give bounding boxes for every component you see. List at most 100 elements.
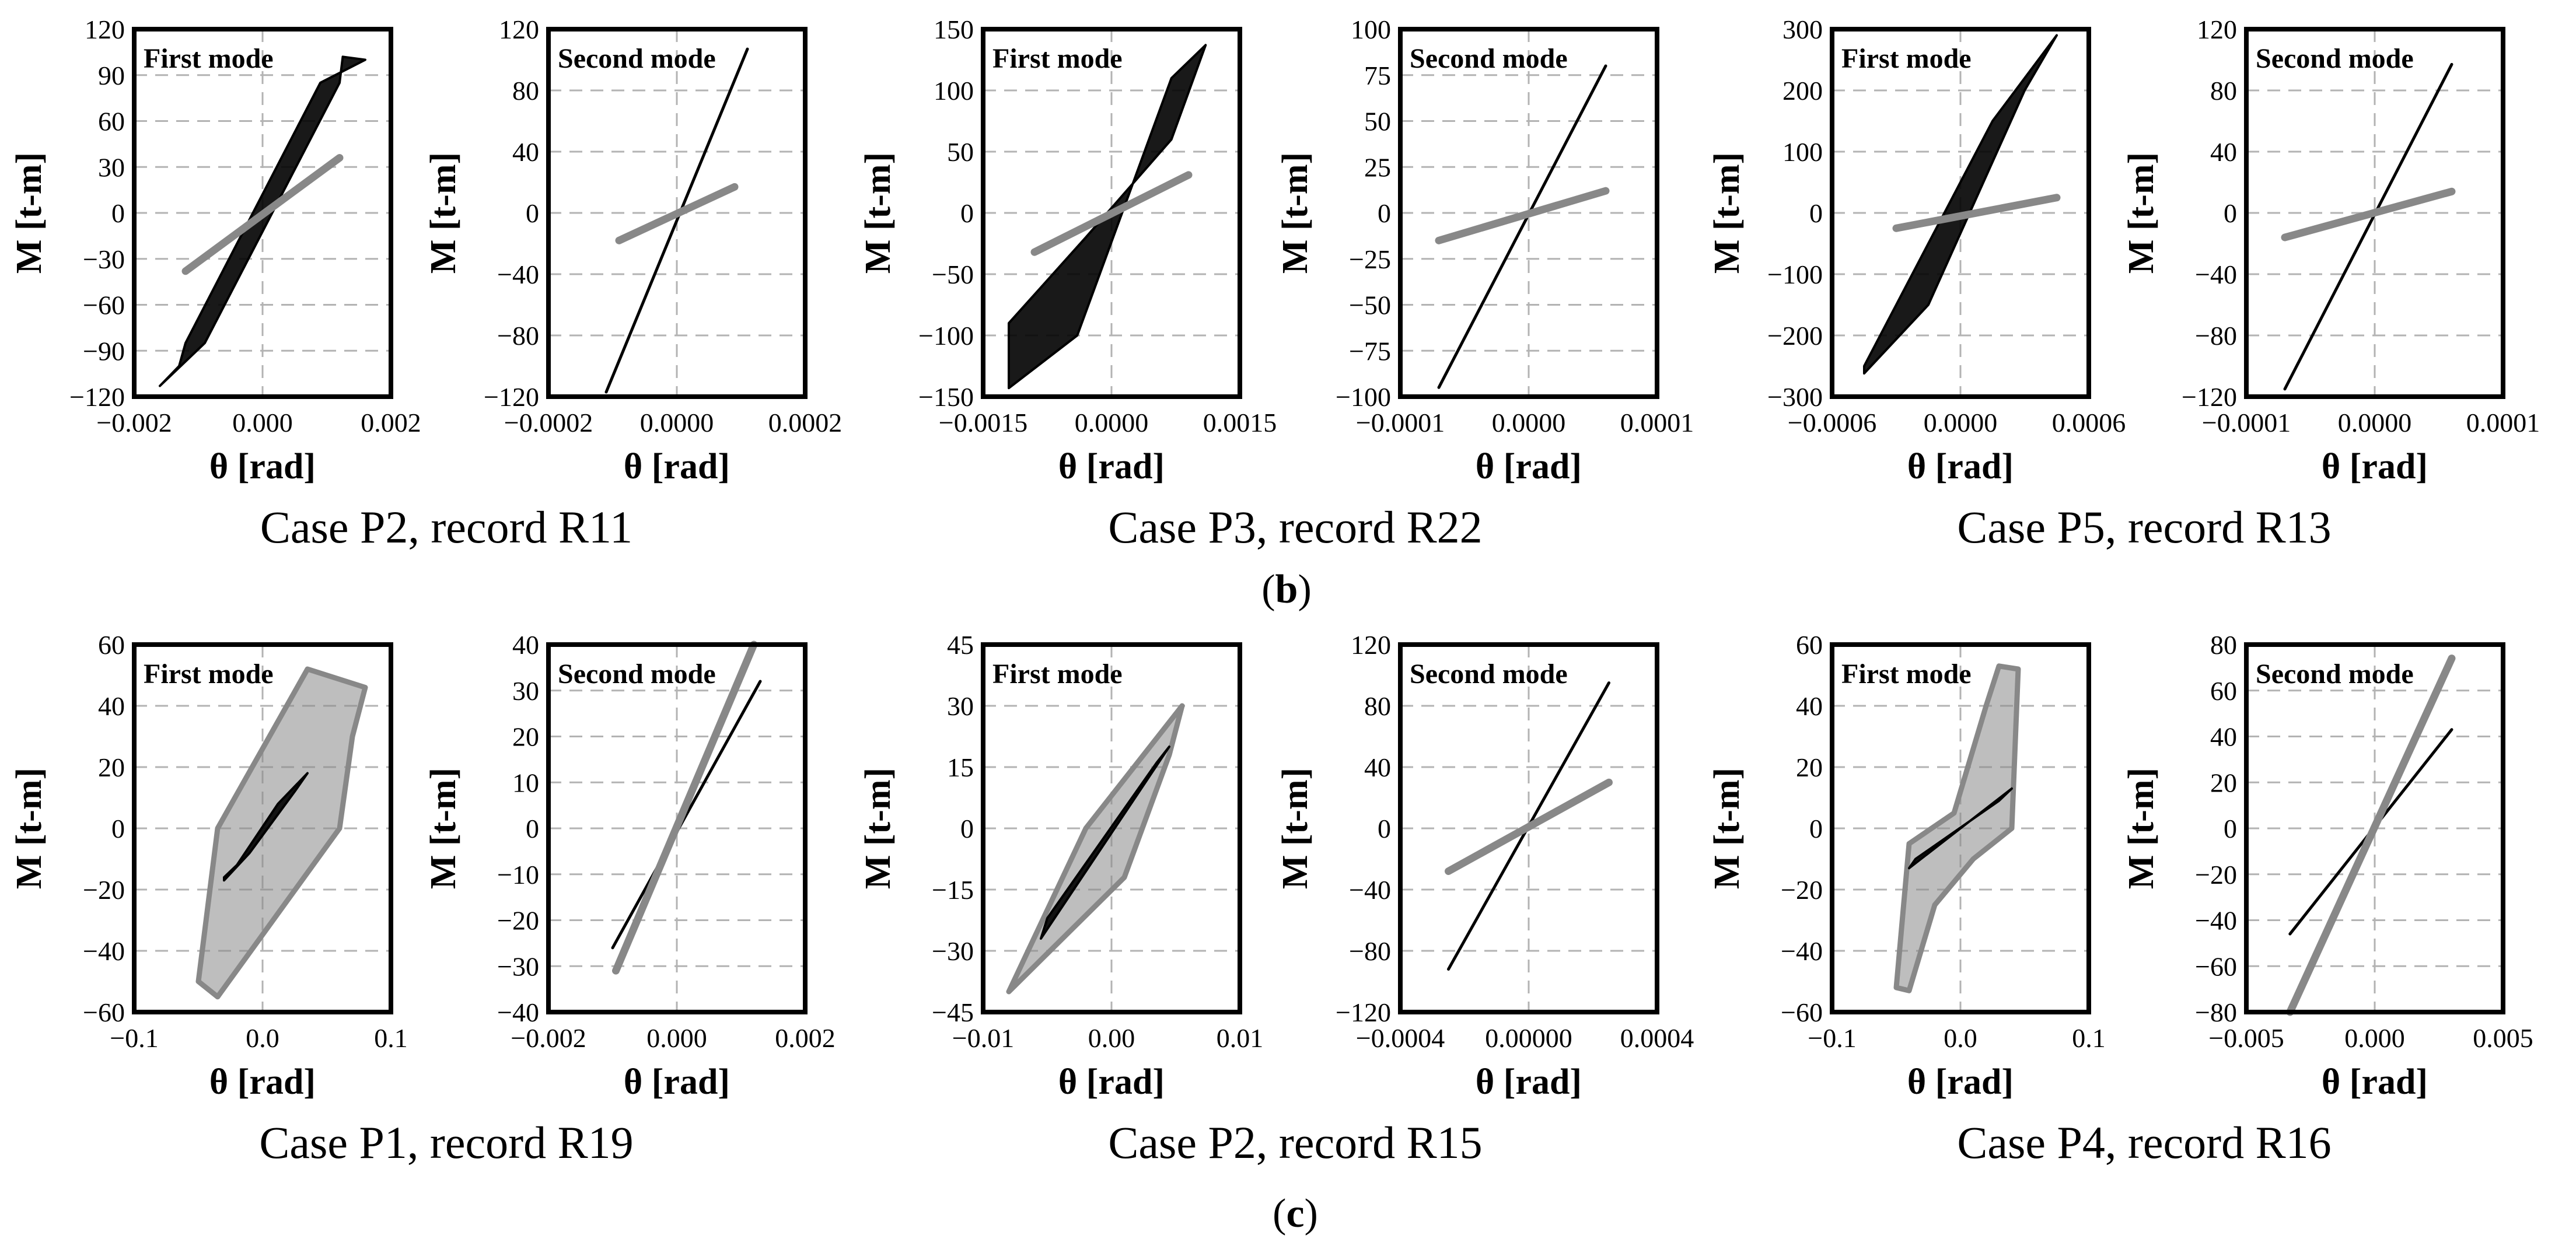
- y-tick-label: 40: [512, 137, 539, 167]
- y-tick-label: 20: [98, 752, 125, 782]
- y-tick-label: −100: [1767, 260, 1823, 289]
- caption-row2-case3: Case P4, record R16: [1957, 1117, 2331, 1168]
- series-gray-line: [1435, 187, 1610, 244]
- y-tick-label: 0: [1378, 198, 1391, 228]
- plot-frame: [1830, 642, 2091, 1014]
- caption-row1-case1: Case P2, record R11: [260, 502, 632, 552]
- y-tick-label: −120: [2182, 382, 2237, 412]
- plot-frame: [981, 27, 1242, 399]
- chart-c-P2-second: −120 −80 −40 0 40 80 120 −0.0004 0.00000 0.0004 θ …: [1275, 630, 1694, 1102]
- plot-frame: [981, 642, 1242, 1014]
- x-tick-label: 0.0000: [1075, 408, 1149, 438]
- chart-c-P4-first: −60 −40 −20 0 20 40 60 −0.1 0.0 0.1 θ [rad] M [t-m]…: [1707, 630, 2106, 1102]
- y-axis-label: M [t-m]: [9, 768, 49, 889]
- y-tick-label: 100: [1782, 137, 1823, 167]
- y-axis-label: M [t-m]: [858, 152, 898, 274]
- y-tick-label: 60: [1796, 630, 1823, 660]
- y-tick-label: −10: [497, 860, 539, 890]
- y-tick-label: 60: [98, 630, 125, 660]
- y-tick-label: 40: [2210, 137, 2237, 167]
- x-axis-label: θ [rad]: [624, 1062, 730, 1102]
- x-tick-label: 0.0: [1944, 1023, 1977, 1053]
- y-tick-label: −100: [918, 321, 974, 351]
- series-black-line: [611, 680, 762, 950]
- y-tick-label: 0: [1809, 814, 1823, 844]
- x-axis-label: θ [rad]: [2322, 447, 2428, 487]
- plot-frame: [546, 27, 808, 399]
- y-tick-label: −20: [497, 906, 539, 936]
- y-axis-label: M [t-m]: [1707, 152, 1747, 274]
- mode-label: First mode: [992, 659, 1123, 690]
- y-tick-label: −100: [1336, 382, 1391, 412]
- y-tick-label: 20: [1796, 752, 1823, 782]
- y-tick-label: −60: [83, 290, 125, 320]
- x-tick-label: −0.01: [952, 1023, 1014, 1053]
- y-tick-label: −40: [497, 998, 539, 1027]
- y-tick-label: −15: [932, 875, 974, 905]
- y-tick-label: 0: [1809, 198, 1823, 228]
- x-tick-label: −0.0002: [504, 408, 593, 438]
- x-tick-label: 0.005: [2473, 1023, 2533, 1053]
- series-black-line: [604, 47, 749, 394]
- y-tick-label: 0: [2224, 198, 2237, 228]
- y-tick-label: 120: [1351, 630, 1391, 660]
- x-axis-label: θ [rad]: [1907, 1062, 2014, 1102]
- chart-b-P2-first: −120 −90 −60 −30 0 30 60 90 120 −0.002 0.000 0.002 θ…: [9, 15, 421, 487]
- series-black-line: [1437, 64, 1607, 389]
- series-black-loop: [1040, 746, 1170, 940]
- y-tick-label: −120: [1336, 998, 1391, 1027]
- x-tick-label: 0.0001: [1620, 408, 1694, 438]
- panel-label-c: (c): [1273, 1191, 1318, 1236]
- y-tick-label: −40: [1349, 875, 1391, 905]
- y-tick-label: −60: [83, 998, 125, 1027]
- y-tick-label: 30: [947, 691, 974, 721]
- x-tick-label: 0.002: [361, 408, 421, 438]
- x-tick-label: −0.002: [96, 408, 172, 438]
- y-tick-label: 120: [85, 15, 125, 44]
- x-tick-label: 0.1: [2072, 1023, 2106, 1053]
- x-tick-label: 0.0004: [1620, 1023, 1694, 1053]
- x-tick-label: 0.0000: [1924, 408, 1998, 438]
- y-tick-label: −120: [69, 382, 125, 412]
- y-tick-label: −25: [1349, 244, 1391, 274]
- y-tick-label: −45: [932, 998, 974, 1027]
- x-tick-label: −0.002: [511, 1023, 586, 1053]
- chart-c-P2-first: −45 −30 −15 0 15 30 45 −0.01 0.00 0.01 θ [rad] M [t…: [858, 630, 1263, 1102]
- series-black-loop: [1908, 787, 2013, 870]
- y-axis-label: M [t-m]: [1707, 768, 1747, 889]
- y-axis-label: M [t-m]: [1275, 768, 1315, 889]
- plot-frame: [546, 642, 808, 1014]
- x-tick-label: 0.000: [2344, 1023, 2405, 1053]
- chart-b-P3-second: −100 −75 −50 −25 0 25 50 75 100 −0.0001 0.0000 0.00…: [1275, 15, 1694, 487]
- y-tick-label: 15: [947, 752, 974, 782]
- y-tick-label: 0: [111, 198, 125, 228]
- y-tick-label: −80: [2195, 998, 2237, 1027]
- x-tick-label: −0.0006: [1788, 408, 1876, 438]
- y-axis-label: M [t-m]: [2121, 152, 2161, 274]
- y-tick-label: 100: [1351, 15, 1391, 44]
- y-tick-label: −20: [2195, 860, 2237, 890]
- y-tick-label: 80: [1364, 691, 1391, 721]
- x-tick-label: 0.0000: [1492, 408, 1566, 438]
- panel-label-b: (b): [1261, 567, 1312, 612]
- mode-label: Second mode: [2256, 43, 2414, 74]
- y-tick-label: 75: [1364, 61, 1391, 90]
- y-tick-label: 80: [2210, 630, 2237, 660]
- plot-frame: [2244, 642, 2505, 1014]
- plot-frame: [1398, 642, 1659, 1014]
- y-tick-label: 45: [947, 630, 974, 660]
- x-axis-label: θ [rad]: [624, 447, 730, 487]
- y-tick-label: 120: [2197, 15, 2237, 44]
- y-tick-label: −30: [497, 951, 539, 981]
- x-axis-label: θ [rad]: [1476, 1062, 1582, 1102]
- x-tick-label: 0.002: [775, 1023, 836, 1053]
- x-tick-label: −0.0004: [1356, 1023, 1445, 1053]
- x-tick-label: 0.0: [246, 1023, 279, 1053]
- y-tick-label: 80: [512, 76, 539, 106]
- x-tick-label: 0.00: [1088, 1023, 1135, 1053]
- plot-frame: [132, 642, 393, 1014]
- caption-row2-case1: Case P1, record R19: [259, 1117, 633, 1168]
- series-gray-loop: [1893, 663, 2021, 993]
